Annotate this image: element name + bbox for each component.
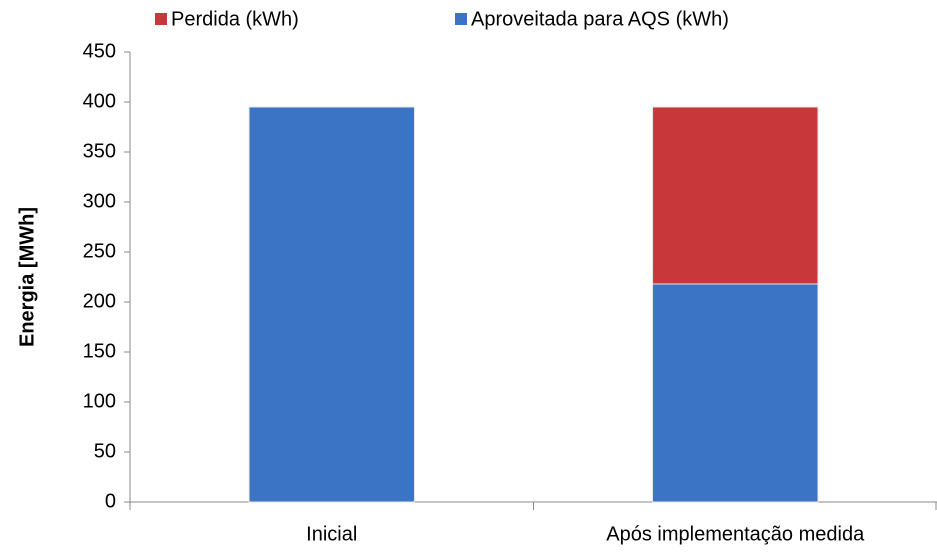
y-axis-label: Energia [MWh]: [16, 207, 38, 347]
y-tick-label: 400: [83, 90, 116, 112]
legend-swatch: [155, 13, 167, 25]
y-tick-label: 250: [83, 240, 116, 262]
y-tick-label: 300: [83, 190, 116, 212]
bar: [652, 106, 819, 285]
y-tick-label: 150: [83, 340, 116, 362]
y-tick-label: 100: [83, 390, 116, 412]
y-tick-label: 450: [83, 40, 116, 62]
y-tick-label: 0: [105, 490, 116, 512]
y-tick-label: 200: [83, 290, 116, 312]
y-tick-label: 50: [94, 440, 116, 462]
x-tick-label: Após implementação medida: [606, 523, 865, 545]
x-tick-label: Inicial: [306, 523, 357, 545]
legend-label: Aproveitada para AQS (kWh): [471, 8, 729, 30]
legend-swatch: [455, 13, 467, 25]
bar: [248, 106, 415, 503]
legend-label: Perdida (kWh): [171, 8, 299, 30]
bar: [652, 283, 819, 503]
y-tick-label: 350: [83, 140, 116, 162]
